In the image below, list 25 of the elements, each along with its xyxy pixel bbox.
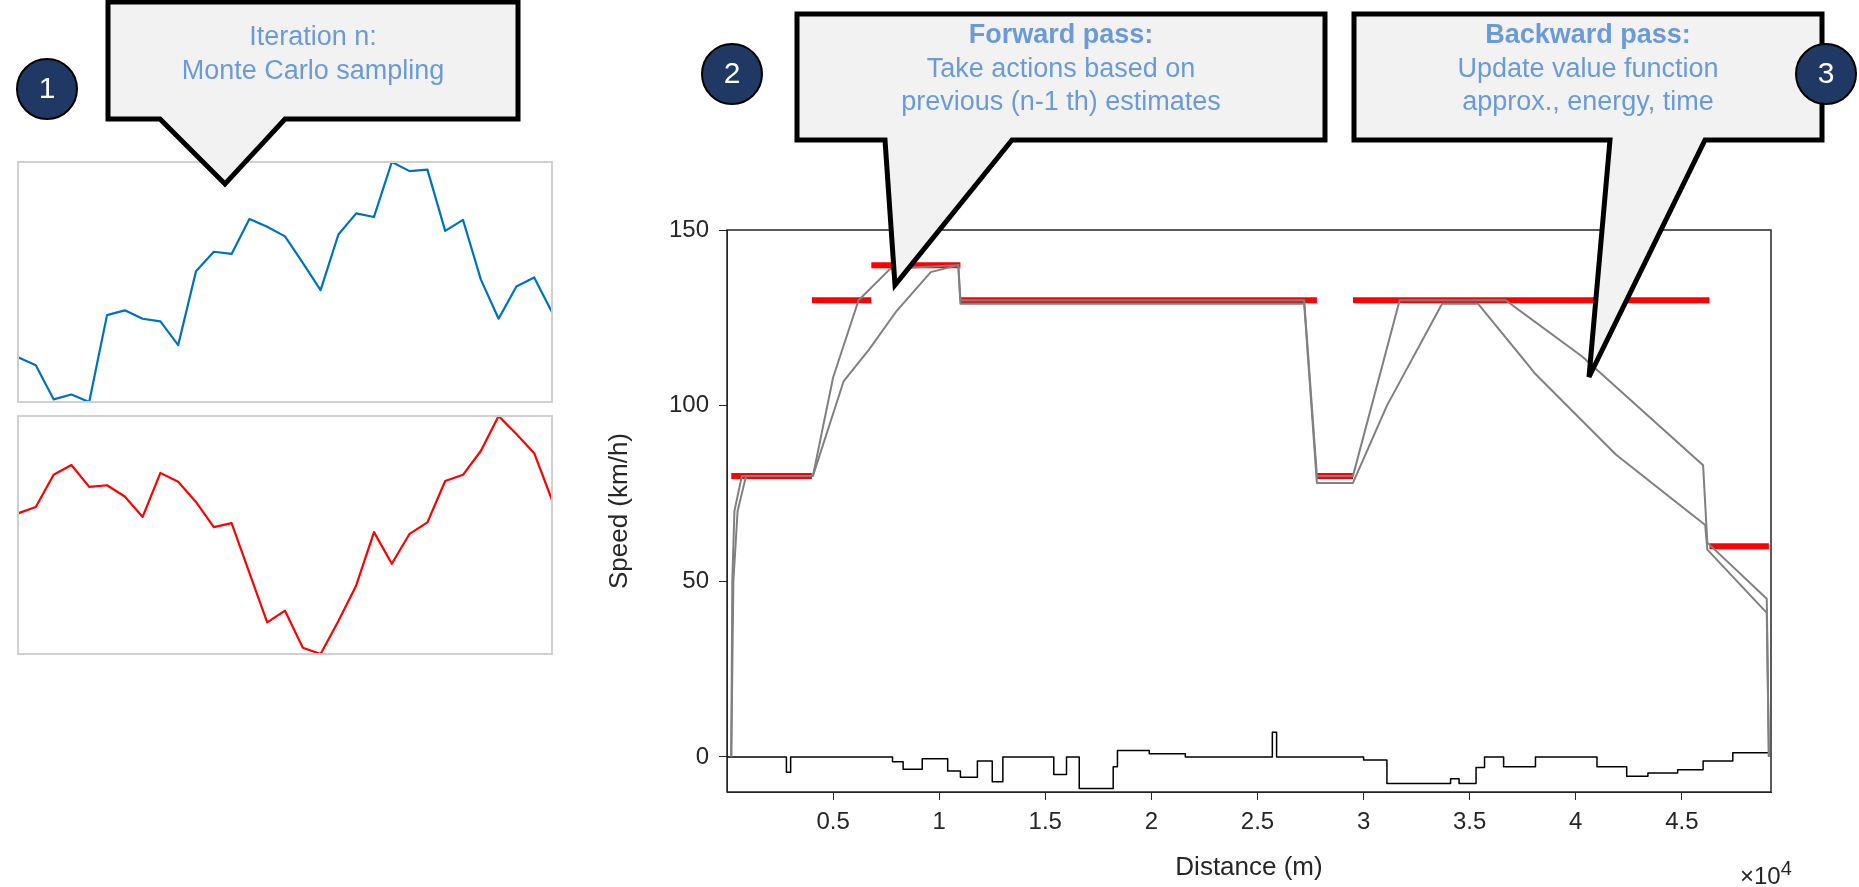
- text: Take actions based on previous (n-1 th) estimates: [900, 52, 1222, 118]
- text: Iteration n:: [248, 20, 378, 53]
- text: Forward pass:: [967, 18, 1155, 51]
- x-tick-label: 2.5: [1240, 807, 1275, 835]
- text: ×10$^{4}$: [1740, 856, 1793, 887]
- text: 1: [37, 71, 57, 105]
- y-axis-title: Speed (km/h): [602, 432, 633, 590]
- x-tick-label: 1: [932, 807, 946, 835]
- y-tick-label: 100: [668, 390, 709, 418]
- y-tick-label: 0: [695, 741, 709, 769]
- x-tick-label: 4.5: [1665, 807, 1699, 835]
- text: 2: [722, 56, 742, 90]
- x-tick-label: 3.5: [1453, 807, 1487, 835]
- text: Backward pass:: [1484, 18, 1692, 51]
- y-tick-label: 150: [668, 214, 709, 242]
- y-tick-label: 50: [682, 565, 709, 593]
- x-tick-label: 0.5: [816, 807, 850, 835]
- x-tick-label: 3: [1356, 807, 1371, 835]
- text: Monte Carlo sampling: [180, 54, 446, 87]
- text: Update value function approx., energy, time: [1456, 52, 1720, 118]
- x-axis-title: Distance (m): [1175, 850, 1323, 881]
- x-tick-label: 2: [1144, 807, 1159, 835]
- text: 3: [1816, 56, 1836, 90]
- x-tick-label: 1.5: [1028, 807, 1062, 835]
- x-tick-label: 4: [1569, 807, 1583, 835]
